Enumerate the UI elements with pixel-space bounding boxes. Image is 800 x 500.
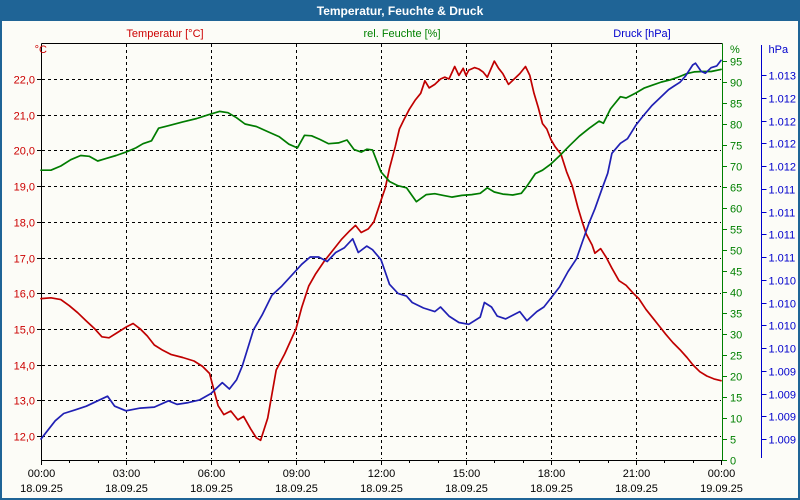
pres-tick-label: 1.011 [769,208,796,220]
pres-tick-label: 1.010 [769,299,797,311]
temp-tick-label: 17,0 [14,254,35,266]
humidity-series-line [40,68,722,203]
legend-humidity: rel. Feuchte [%] [363,28,441,40]
temp-axis-unit: °C [35,44,47,56]
hum-axis-unit: % [730,44,740,56]
hum-tick-label: 30 [730,330,742,342]
hum-tick-label: 5 [730,435,736,447]
pres-tick-label: 1.011 [769,185,796,197]
temp-tick-label: 15,0 [14,325,35,337]
pres-tick-label: 1.011 [769,230,796,242]
pres-tick-label: 1.009 [769,367,797,379]
pres-axis-unit: hPa [769,44,789,56]
pres-tick-label: 1.011 [769,253,796,265]
x-time-label: 21:00 [623,468,651,480]
x-date-label: 18.09.25 [445,483,488,495]
temp-tick-label: 13,0 [14,396,35,408]
x-date-label: 18.09.25 [530,483,573,495]
hum-tick-label: 65 [730,183,742,195]
pres-tick-label: 1.010 [769,321,797,333]
x-time-label: 18:00 [538,468,566,480]
hum-tick-label: 55 [730,225,742,237]
x-date-label: 18.09.25 [105,483,148,495]
pres-tick-label: 1.012 [769,162,797,174]
pres-tick-label: 1.009 [769,412,797,424]
x-time-label: 00:00 [28,468,56,480]
pres-tick-label: 1.012 [769,94,797,106]
temperature-series-line [40,60,722,442]
x-time-label: 06:00 [198,468,226,480]
temp-tick-label: 20,0 [14,146,35,158]
temp-tick-label: 12,0 [14,432,35,444]
pres-tick-label: 1.012 [769,139,797,151]
hum-tick-label: 50 [730,246,742,258]
legend-pressure: Druck [hPa] [613,28,671,40]
hum-tick-label: 15 [730,393,742,405]
x-time-label: 09:00 [283,468,311,480]
hum-tick-label: 90 [730,78,742,90]
pres-tick-label: 1.009 [769,390,797,402]
x-date-label: 18.09.25 [360,483,403,495]
hum-tick-label: 25 [730,351,742,363]
pres-tick-label: 1.010 [769,344,797,356]
hum-tick-label: 80 [730,120,742,132]
legend-temperature: Temperatur [°C] [126,28,204,40]
x-date-label: 19.09.25 [700,483,743,495]
x-date-label: 18.09.25 [275,483,318,495]
hum-tick-label: 45 [730,267,742,279]
window-title: Temperatur, Feuchte & Druck [316,4,484,18]
pressure-series-line [40,59,722,440]
x-time-label: 12:00 [368,468,396,480]
hum-tick-label: 85 [730,99,742,111]
pres-tick-label: 1.009 [769,435,797,447]
hum-tick-label: 60 [730,204,742,216]
hum-tick-label: 35 [730,309,742,321]
x-time-label: 00:00 [708,468,736,480]
pres-tick-label: 1.013 [769,71,797,83]
temp-tick-label: 19,0 [14,182,35,194]
hum-tick-label: 70 [730,162,742,174]
x-date-label: 18.09.25 [615,483,658,495]
temp-tick-label: 16,0 [14,289,35,301]
hum-tick-label: 95 [730,57,742,69]
x-date-label: 18.09.25 [20,483,63,495]
hum-tick-label: 10 [730,414,742,426]
temp-tick-label: 22,0 [14,75,35,87]
temp-tick-label: 18,0 [14,218,35,230]
x-time-label: 15:00 [453,468,481,480]
title-bar: Temperatur, Feuchte & Druck [2,2,798,21]
hum-tick-label: 75 [730,141,742,153]
pres-tick-label: 1.012 [769,117,797,129]
x-date-label: 18.09.25 [190,483,233,495]
temp-tick-label: 14,0 [14,361,35,373]
hum-tick-label: 20 [730,372,742,384]
x-time-label: 03:00 [113,468,141,480]
temp-tick-label: 21,0 [14,111,35,123]
hum-tick-label: 0 [730,456,736,468]
hum-tick-label: 40 [730,288,742,300]
pres-tick-label: 1.010 [769,276,797,288]
